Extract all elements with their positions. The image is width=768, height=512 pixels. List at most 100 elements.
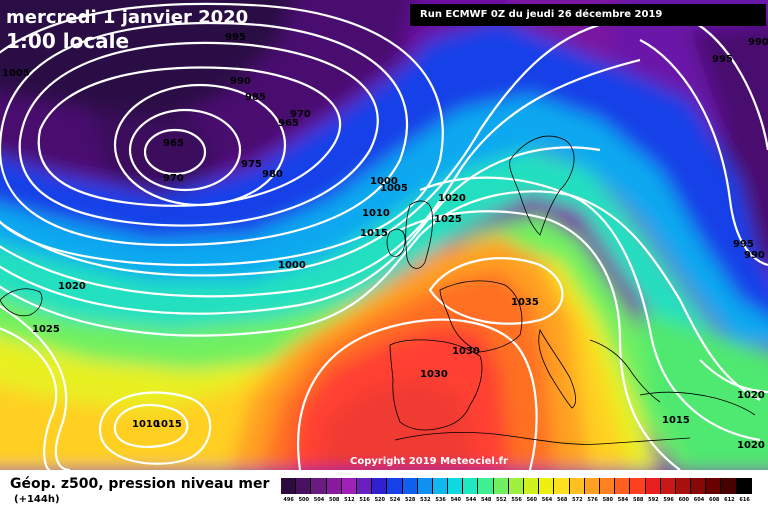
pressure-label: 970 — [290, 109, 311, 120]
isobar-980 — [37, 66, 342, 207]
color-scale-tick: 552 — [496, 497, 507, 503]
color-scale-swatch — [691, 478, 707, 494]
isobar-1005 — [0, 58, 641, 298]
color-scale-tick: 564 — [541, 497, 553, 503]
color-scale-swatch — [372, 478, 388, 494]
isobar-985 — [18, 41, 379, 227]
isobar-990-right — [689, 19, 768, 151]
color-scale-swatch — [432, 478, 449, 494]
pressure-label: 1015 — [360, 228, 388, 239]
color-scale-tick: 536 — [435, 497, 446, 503]
isobar-995-right — [639, 39, 768, 267]
color-scale-tick: 524 — [389, 497, 401, 503]
coastlines — [0, 135, 756, 445]
color-scale-swatch — [448, 478, 464, 494]
color-scale — [281, 478, 752, 494]
isobar-1020 — [0, 304, 71, 470]
color-scale-swatch — [508, 478, 524, 494]
color-scale-swatch — [599, 478, 616, 494]
coastline-balkans — [589, 339, 661, 403]
color-scale-tick: 572 — [572, 497, 583, 503]
pressure-label: 980 — [262, 169, 283, 180]
color-scale-swatch — [387, 478, 403, 494]
parameter-label: Géop. z500, pression niveau mer — [10, 476, 270, 492]
color-scale-swatch — [584, 478, 600, 494]
color-scale-swatch — [402, 478, 418, 494]
color-scale-swatch — [569, 478, 585, 494]
color-scale-tick: 608 — [708, 497, 720, 503]
pressure-label: 1015 — [154, 419, 182, 430]
color-scale-swatch — [356, 478, 373, 494]
isobar-1025 — [399, 210, 681, 470]
color-scale-swatch — [281, 478, 297, 494]
color-scale-tick: 556 — [511, 497, 522, 503]
color-scale-swatch — [645, 478, 661, 494]
coastline-italy — [538, 328, 576, 409]
copyright-text: Copyright 2019 Meteociel.fr — [350, 456, 508, 467]
color-scale-swatch — [463, 478, 479, 494]
pressure-label: 970 — [163, 173, 184, 184]
color-scale-tick: 568 — [556, 497, 568, 503]
isobar-990 — [0, 21, 409, 247]
coastline-iberia — [389, 339, 483, 431]
pressure-label: 1030 — [420, 369, 448, 380]
color-scale-tick: 600 — [678, 497, 690, 503]
isobar-1020-right — [699, 359, 768, 394]
color-scale-swatch — [736, 478, 752, 494]
pressure-label: 1035 — [511, 297, 539, 308]
color-scale-tick: 576 — [587, 497, 598, 503]
coastline-uk — [405, 200, 433, 269]
pressure-label: 1020 — [737, 440, 765, 451]
color-scale-swatch — [524, 478, 540, 494]
color-scale-tick: 560 — [526, 497, 538, 503]
color-scale-swatch — [615, 478, 631, 494]
color-scale-swatch — [341, 478, 357, 494]
geopotential-field — [0, 0, 768, 470]
color-scale-swatch — [478, 478, 494, 494]
pressure-label: 995 — [225, 32, 246, 43]
model-run-text: Run ECMWF 0Z du jeudi 26 décembre 2019 — [420, 9, 663, 20]
pressure-label: 1025 — [434, 214, 462, 225]
color-scale-tick: 504 — [313, 497, 325, 503]
model-run-banner: Run ECMWF 0Z du jeudi 26 décembre 2019 — [410, 4, 766, 26]
coastline-france — [439, 280, 523, 353]
color-scale-tick: 520 — [374, 497, 386, 503]
pressure-label: 995 — [712, 54, 733, 65]
color-scale-swatch — [706, 478, 722, 494]
pressure-label: 985 — [245, 92, 266, 103]
pressure-label: 1020 — [58, 281, 86, 292]
color-scale-swatch — [675, 478, 692, 494]
color-scale-swatch — [721, 478, 737, 494]
color-scale-swatch — [660, 478, 676, 494]
pressure-label: 1010 — [132, 419, 160, 430]
color-scale-tick: 604 — [693, 497, 705, 503]
coastline-turkey — [639, 391, 756, 416]
isobar-1035 — [428, 257, 564, 325]
color-scale-swatch — [630, 478, 646, 494]
lead-time-label: (+144h) — [14, 494, 60, 505]
pressure-label: 1030 — [452, 346, 480, 357]
color-scale-swatch — [326, 478, 342, 494]
coastline-ireland — [386, 228, 406, 257]
pressure-label: 990 — [230, 76, 251, 87]
color-scale-swatch — [311, 478, 327, 494]
pressure-label: 1000 — [278, 260, 306, 271]
pressure-label: 1000 — [370, 176, 398, 187]
color-scale-tick: 584 — [617, 497, 629, 503]
color-scale-tick: 508 — [328, 497, 340, 503]
color-scale-tick: 616 — [739, 497, 750, 503]
valid-time-title: 1:00 locale — [6, 29, 130, 53]
pressure-label: 990 — [744, 250, 765, 261]
geopotential-pressure-map: 995 990 1005 990 985 970 965 965 970 975… — [0, 0, 768, 470]
color-scale-swatch — [417, 478, 433, 494]
color-scale-tick: 528 — [404, 497, 416, 503]
color-scale-tick: 496 — [283, 497, 294, 503]
isobar-1015 — [0, 190, 761, 401]
pressure-labels: 995 990 1005 990 985 970 965 965 970 975… — [2, 32, 768, 451]
color-scale-tick: 596 — [663, 497, 674, 503]
isobar-1030 — [297, 318, 538, 470]
pressure-label: 965 — [278, 118, 299, 129]
legend-footer: Géop. z500, pression niveau mer (+144h) … — [0, 470, 768, 512]
pressure-label: 1010 — [362, 208, 390, 219]
